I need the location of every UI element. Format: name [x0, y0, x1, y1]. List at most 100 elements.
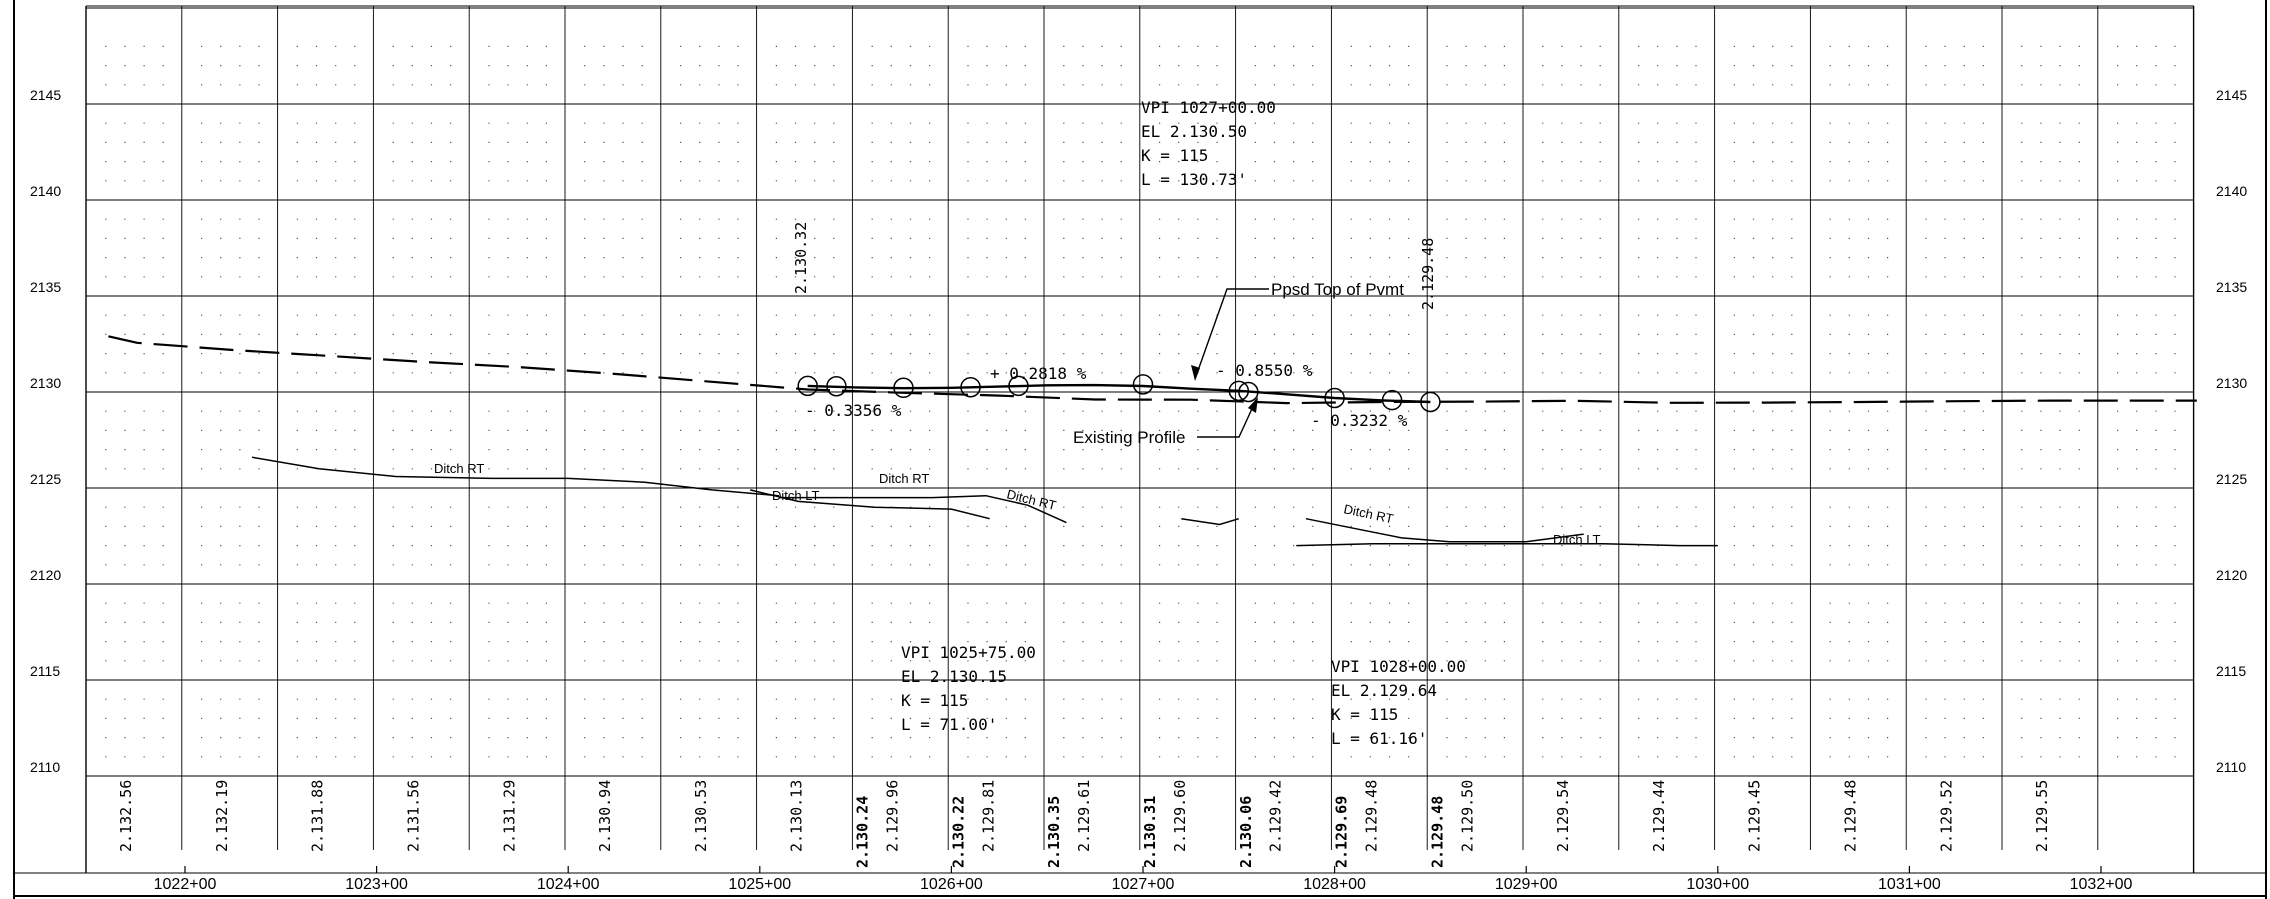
elevation-label-left: 2120: [30, 567, 61, 583]
vpi-block-2-line-4: L = 130.73': [1141, 170, 1247, 189]
grade-label-3: - 0.8550 %: [1216, 361, 1313, 380]
profile-series-line: [779, 494, 1067, 524]
proposed-elevation-label: 2.130.24: [854, 796, 872, 868]
existing-elevation-label: 2.132.56: [117, 780, 135, 852]
elevation-label-left: 2110: [30, 759, 60, 775]
grid-dots: [105, 45, 2176, 758]
pvi-marker-circle: [1008, 375, 1029, 397]
existing-elevation-label: 2.130.94: [596, 780, 614, 852]
vpi-block-2-line-1: VPI 1027+00.00: [1141, 98, 1276, 117]
existing-elevation-label: 2.129.54: [1554, 780, 1572, 852]
ditch-label-3: Ditch RT: [879, 471, 929, 486]
callout-existing-arrowhead: [1248, 397, 1258, 413]
profile-series-line: [807, 383, 1431, 404]
profile-series-line: [1181, 517, 1240, 526]
pvi-marker-circle: [1324, 387, 1345, 409]
existing-elevation-label: 2.129.44: [1650, 780, 1668, 852]
station-label: 1028+00: [1303, 876, 1366, 893]
station-label: 1024+00: [537, 876, 600, 893]
pvi-marker-circle: [1132, 374, 1154, 395]
profile-series-line: [1296, 542, 1718, 547]
callout-existing-label: Existing Profile: [1073, 428, 1185, 447]
pvi-markers: [797, 374, 1441, 413]
sheet-frame: [13, 0, 2267, 899]
existing-elevation-label: 2.129.45: [1746, 780, 1764, 852]
existing-elevation-label: 2.132.19: [213, 780, 231, 852]
profile-series-line: [108, 335, 2197, 405]
vpi-block-2: VPI 1027+00.00 EL 2.130.50 K = 115 L = 1…: [1141, 98, 1276, 189]
proposed-elevation-label: 2.130.31: [1141, 796, 1159, 868]
callout-proposed-leader: [1194, 288, 1269, 380]
pvi-marker-circle: [797, 375, 818, 397]
vpi-block-1-line-2: EL 2.130.15: [901, 667, 1007, 686]
station-label: 1022+00: [154, 876, 217, 893]
elevation-label-right: 2125: [2216, 471, 2247, 487]
elevation-readings: 2.132.56 2.132.19 2.131.88 2.131.56 2.131.29…: [117, 780, 2051, 868]
existing-elevation-label: 2.129.48: [1842, 780, 1860, 852]
elevation-label-left: 2125: [30, 471, 61, 487]
existing-elevation-label: 2.129.52: [1937, 780, 1955, 852]
existing-elevation-label: 2.129.96: [884, 780, 902, 852]
pvi-marker-circle: [960, 376, 981, 398]
station-axis: 1022+00 1023+00 1024+00 1025+00 1026+00 1027+…: [154, 866, 2132, 893]
existing-elevation-label: 2.131.29: [500, 780, 518, 852]
existing-elevation-label: 2.129.60: [1171, 780, 1189, 852]
existing-elevation-label: 2.129.42: [1267, 780, 1285, 852]
grade-label-4: - 0.3232 %: [1311, 411, 1408, 430]
existing-elevation-label: 2.131.88: [309, 780, 327, 852]
proposed-elevation-label: 2.130.35: [1045, 796, 1063, 868]
ditch-label-6: Ditch LT: [1553, 532, 1600, 547]
vpi-block-3-line-3: K = 115: [1331, 705, 1398, 724]
profile-series: [108, 335, 2197, 547]
elevation-label-left: 2140: [30, 183, 61, 199]
pvi-marker-circle: [893, 377, 914, 399]
callout-existing-leader: [1197, 399, 1257, 438]
callout-proposed: Ppsd Top of Pvmt: [1191, 280, 1404, 381]
station-label: 1029+00: [1495, 876, 1558, 893]
station-label: 1026+00: [920, 876, 983, 893]
profile-series-line: [251, 456, 780, 497]
elevation-label-right: 2115: [2216, 663, 2246, 679]
vpi-block-1-line-1: VPI 1025+75.00: [901, 643, 1036, 662]
pvi-marker-circle: [1420, 391, 1441, 413]
vpi-block-1-line-4: L = 71.00': [901, 715, 997, 734]
vertical-elevation-label-b: 2.129.48: [1419, 238, 1437, 310]
vertical-elevation-labels: 2.130.32 2.129.48: [792, 222, 1437, 310]
grade-label-2: + 0.2818 %: [990, 364, 1087, 383]
proposed-elevation-label: 2.130.22: [949, 796, 967, 868]
station-label: 1025+00: [728, 876, 791, 893]
vpi-block-1: VPI 1025+75.00 EL 2.130.15 K = 115 L = 7…: [901, 643, 1036, 734]
callout-proposed-label: Ppsd Top of Pvmt: [1271, 280, 1404, 299]
existing-elevation-label: 2.129.48: [1363, 780, 1381, 852]
vpi-block-2-line-3: K = 115: [1141, 146, 1208, 165]
elevation-axis: 2145 2145 2140 2140 2135 2135 2130 2130 2125 2125…: [30, 87, 2247, 775]
proposed-elevation-label: 2.129.69: [1333, 796, 1351, 868]
proposed-elevation-label: 2.130.06: [1237, 796, 1255, 868]
station-label: 1030+00: [1686, 876, 1749, 893]
grade-label-1: - 0.3356 %: [805, 401, 902, 420]
vpi-block-2-line-2: EL 2.130.50: [1141, 122, 1247, 141]
ditch-label-2: Ditch LT: [772, 488, 819, 503]
grade-labels: - 0.3356 % + 0.2818 % - 0.8550 % - 0.323…: [805, 361, 1408, 430]
elevation-label-right: 2135: [2216, 279, 2247, 295]
existing-elevation-label: 2.129.55: [2033, 780, 2051, 852]
vpi-block-3-line-1: VPI 1028+00.00: [1331, 657, 1466, 676]
existing-elevation-label: 2.129.81: [979, 780, 997, 852]
vpi-block-3-line-2: EL 2.129.64: [1331, 681, 1437, 700]
existing-elevation-label: 2.129.50: [1458, 780, 1476, 852]
callout-existing: Existing Profile: [1073, 397, 1258, 447]
elevation-label-right: 2140: [2216, 183, 2247, 199]
vpi-block-3-line-4: L = 61.16': [1331, 729, 1427, 748]
pvi-marker-circle: [1238, 381, 1259, 403]
station-label: 1031+00: [1878, 876, 1941, 893]
grid-dot-pattern: [105, 45, 2176, 758]
proposed-elevation-label: 2.129.48: [1428, 796, 1446, 868]
elevation-label-left: 2115: [30, 663, 60, 679]
vpi-block-3: VPI 1028+00.00 EL 2.129.64 K = 115 L = 6…: [1331, 657, 1466, 748]
existing-elevation-label: 2.130.53: [692, 780, 710, 852]
existing-elevation-label: 2.129.61: [1075, 780, 1093, 852]
existing-elevation-label: 2.131.56: [405, 780, 423, 852]
elevation-label-right: 2110: [2216, 759, 2246, 775]
elevation-label-left: 2135: [30, 279, 61, 295]
